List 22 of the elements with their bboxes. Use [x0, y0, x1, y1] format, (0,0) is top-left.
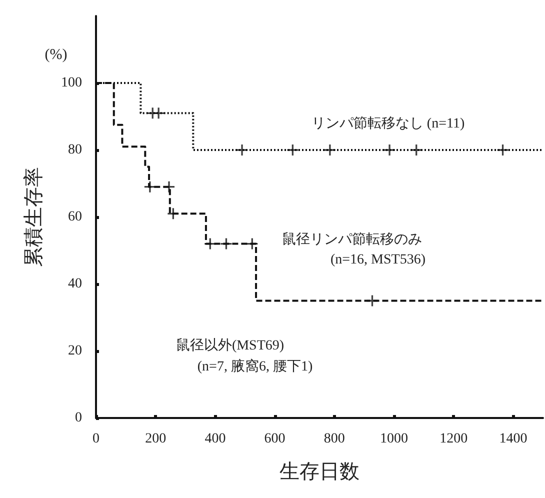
- x-tick-label: 400: [204, 432, 226, 446]
- annotation: 鼠径リンパ節転移のみ: [282, 232, 422, 248]
- x-tick-label: 1000: [380, 432, 408, 446]
- annotation: (n=16, MST536): [330, 252, 426, 268]
- x-tick-label: 1400: [499, 432, 528, 446]
- x-tick-label: 0: [92, 432, 100, 446]
- y-tick-label: 80: [68, 142, 82, 158]
- x-tick-label: 1200: [440, 432, 468, 446]
- y-tick-label: 60: [68, 210, 82, 224]
- x-tick-label: 800: [324, 432, 345, 446]
- annotation: 鼠径以外(MST69): [176, 338, 284, 354]
- annotation: (n=7, 腋窩6, 腰下1): [197, 358, 313, 374]
- text: (%): [44, 47, 68, 63]
- x-axis-title: 生存日数: [280, 461, 360, 483]
- annotation: リンパ節転移なし (n=11): [311, 116, 465, 132]
- y-tick-label: 100: [61, 76, 82, 90]
- x-tick-label: 200: [145, 432, 166, 446]
- y-axis-title: 累積生存率: [23, 167, 45, 267]
- y-tick-label: 40: [68, 276, 82, 292]
- y-tick-label: 0: [75, 410, 82, 426]
- y-tick-label: 20: [68, 344, 82, 358]
- x-tick-label: 600: [264, 432, 286, 446]
